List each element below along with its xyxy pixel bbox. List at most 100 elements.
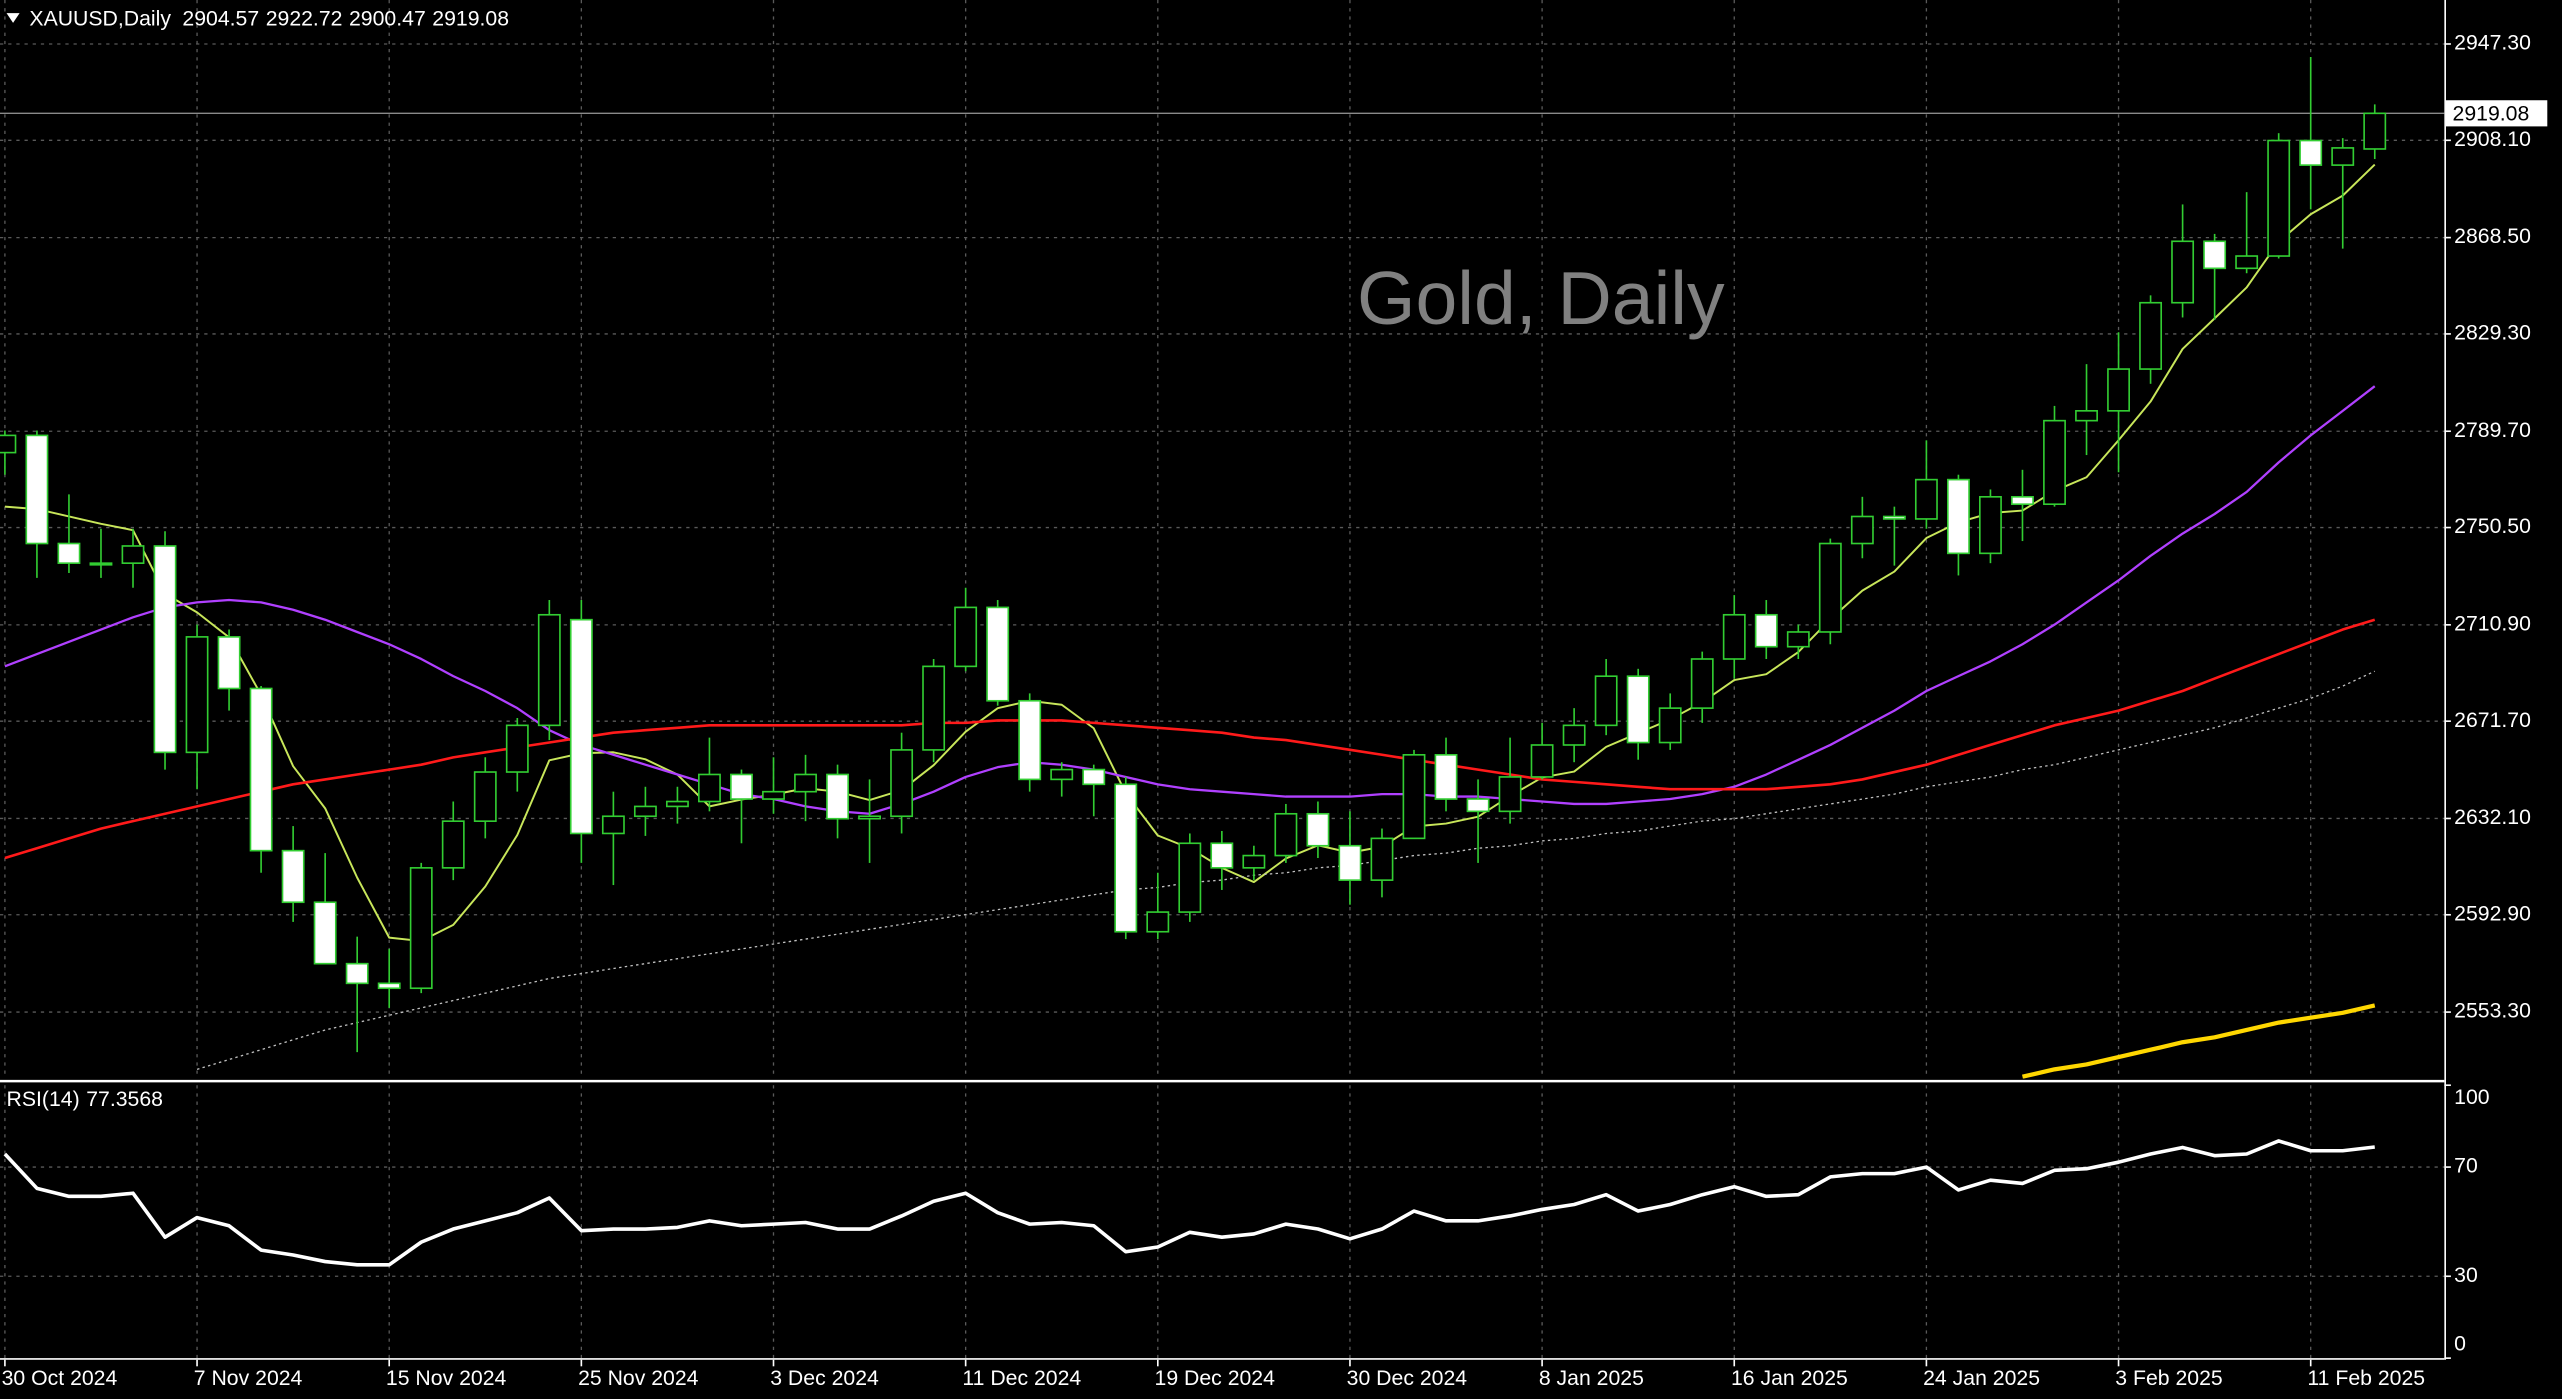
- x-tick-label: 19 Dec 2024: [1155, 1366, 1276, 1390]
- candle-body: [2235, 255, 2259, 270]
- rsi-header: RSI(14) 77.3568: [7, 1087, 163, 1111]
- y-tick-label: 2750.50: [2454, 514, 2531, 538]
- x-tick-label: 3 Feb 2025: [2115, 1366, 2222, 1390]
- candle-body: [2107, 368, 2130, 412]
- candle-body: [441, 820, 465, 869]
- header-low: 2900.47: [349, 6, 426, 30]
- candle-body: [1594, 675, 1618, 727]
- candle-body: [217, 636, 241, 690]
- candle-body: [1370, 837, 1394, 881]
- candle-body: [2075, 410, 2098, 422]
- candle-body: [1498, 776, 1522, 813]
- moving-average-line: [2022, 1003, 2376, 1079]
- x-tick-label: 30 Oct 2024: [2, 1366, 118, 1390]
- candle-body: [1466, 798, 1490, 813]
- x-tick-label: 11 Feb 2025: [2307, 1366, 2425, 1390]
- candle-body: [185, 636, 209, 754]
- candle-body: [954, 606, 978, 668]
- candle-body: [1146, 911, 1170, 933]
- candle-body: [2331, 147, 2355, 166]
- y-tick-label: 2829.30: [2454, 321, 2531, 345]
- candle-body: [537, 613, 561, 727]
- grid: [0, 0, 2445, 1359]
- y-tick-label: 2947.30: [2454, 31, 2531, 55]
- y-tick-label: 2671.70: [2454, 708, 2531, 732]
- header: XAUUSD,Daily 2904.57 2922.72 2900.47 2919.08: [29, 6, 509, 30]
- x-tick-label: 30 Dec 2024: [1347, 1366, 1468, 1390]
- candle-body: [377, 982, 401, 990]
- candle-body: [345, 962, 369, 985]
- candle-body: [2139, 301, 2163, 370]
- candle-body: [1530, 744, 1554, 778]
- candle-body: [890, 749, 914, 818]
- candle-body: [1434, 754, 1458, 800]
- candle-body: [698, 773, 721, 803]
- rsi-y-tick-label: 70: [2454, 1154, 2478, 1178]
- candle-body: [2203, 240, 2227, 270]
- y-tick-label: 2632.10: [2454, 805, 2531, 829]
- candle-body: [1786, 631, 1810, 648]
- candle-body: [826, 773, 849, 820]
- candle-body: [2171, 240, 2195, 304]
- candle-body: [57, 542, 81, 564]
- y-tick-label: 2789.70: [2454, 418, 2531, 442]
- candle-body: [730, 773, 753, 800]
- header-close: 2919.08: [432, 6, 509, 30]
- candle-body: [1850, 515, 1874, 545]
- candle-body: [1050, 768, 1074, 781]
- y-tick-label: 2908.10: [2454, 127, 2531, 151]
- menu-triangle[interactable]: [6, 13, 20, 23]
- candle-body: [1178, 842, 1202, 913]
- header-high: 2922.72: [266, 6, 343, 30]
- candle-body: [922, 665, 946, 751]
- current-price-label: 2919.08: [2453, 102, 2530, 126]
- candle-body: [2267, 139, 2291, 257]
- x-tick-label: 25 Nov 2024: [578, 1366, 699, 1390]
- candle-body: [505, 724, 529, 773]
- candle-body: [1658, 707, 1682, 744]
- watermark: Gold, Daily: [1357, 256, 1725, 340]
- candle-body: [2011, 496, 2034, 506]
- candle-body: [1274, 812, 1298, 857]
- candle-body: [25, 434, 49, 545]
- candle-body: [1018, 699, 1042, 781]
- candle-body: [1242, 854, 1266, 869]
- current-price-box: [2445, 100, 2548, 127]
- y-tick-label: 2592.90: [2454, 901, 2531, 925]
- candle-body: [153, 545, 177, 754]
- candle-body: [1402, 754, 1426, 840]
- x-tick-label: 24 Jan 2025: [1923, 1366, 2040, 1390]
- rsi-y-tick-label: 30: [2454, 1263, 2478, 1287]
- x-tick-label: 7 Nov 2024: [194, 1366, 303, 1390]
- moving-average-line: [4, 385, 2376, 815]
- candle-body: [1914, 478, 1938, 520]
- moving-average-line: [4, 618, 2376, 860]
- rsi-y-tick-label: 100: [2454, 1085, 2489, 1109]
- candle-body: [1626, 675, 1650, 744]
- candle-body: [2299, 139, 2323, 166]
- y-tick-label: 2553.30: [2454, 999, 2531, 1023]
- x-tick-label: 15 Nov 2024: [386, 1366, 507, 1390]
- candle-body: [986, 606, 1010, 702]
- y-tick-label: 2868.50: [2454, 224, 2531, 248]
- candle-body: [1946, 478, 1970, 555]
- candle-body: [569, 618, 593, 835]
- candle-body: [633, 805, 657, 818]
- candle-body: [313, 901, 337, 965]
- x-tick-label: 16 Jan 2025: [1731, 1366, 1848, 1390]
- candle-body: [1690, 658, 1714, 709]
- candle-body: [281, 849, 305, 904]
- candle-body: [473, 771, 497, 822]
- moving-average-line: [196, 670, 2376, 1070]
- candle-body: [89, 562, 113, 566]
- candle-body: [1818, 542, 1842, 633]
- x-tick-label: 11 Dec 2024: [962, 1366, 1081, 1390]
- rsi-current: 77.3568: [86, 1087, 163, 1111]
- candles: [0, 57, 2387, 1053]
- candle-body: [601, 815, 625, 835]
- candle-body: [0, 434, 17, 454]
